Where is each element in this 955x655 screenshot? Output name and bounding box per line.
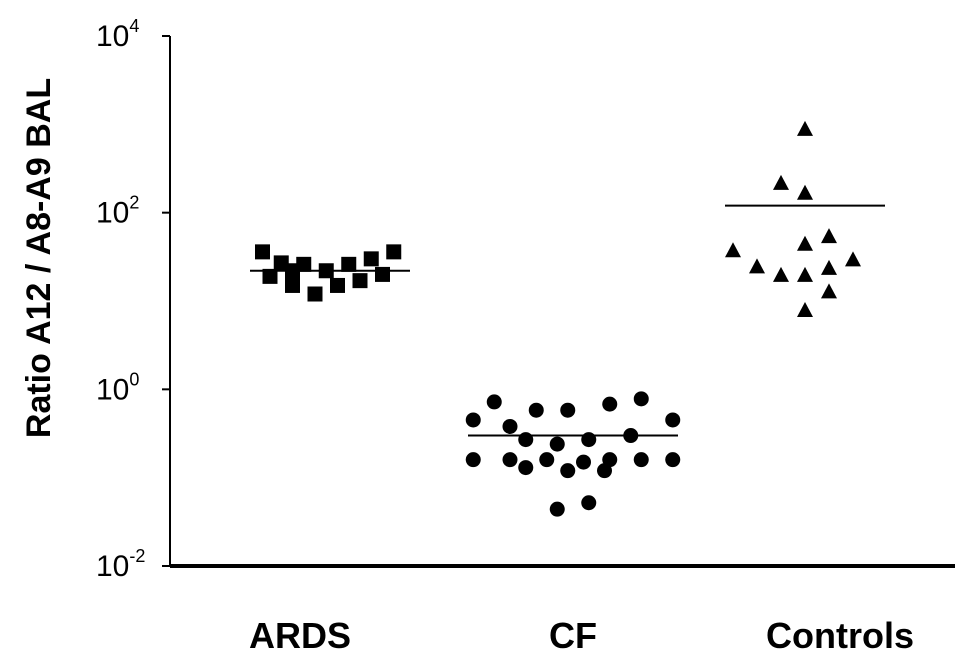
y-tick-label: 104 <box>96 16 139 53</box>
category-label-controls: Controls <box>766 615 914 655</box>
triangle-marker <box>797 302 813 318</box>
triangle-marker <box>821 259 837 275</box>
square-marker <box>285 263 300 279</box>
triangle-marker <box>797 266 813 282</box>
y-tick-label: 100 <box>96 369 139 406</box>
circle-marker <box>549 436 565 452</box>
circle-marker <box>665 452 681 468</box>
circle-marker <box>528 402 544 418</box>
triangle-marker <box>845 251 861 267</box>
square-marker <box>363 251 379 267</box>
circle-marker <box>633 391 649 407</box>
circle-marker <box>581 432 597 448</box>
triangle-marker <box>773 174 789 190</box>
triangle-marker <box>797 184 813 200</box>
y-ticks: 104 102 100 10-2 <box>96 16 170 583</box>
circle-marker <box>597 463 612 479</box>
median-lines <box>250 204 885 437</box>
triangle-marker <box>821 283 837 299</box>
square-marker <box>330 277 345 293</box>
circle-marker <box>665 412 681 428</box>
triangle-marker <box>773 266 789 282</box>
triangle-marker <box>797 120 813 136</box>
circle-marker <box>560 402 576 418</box>
y-axis-label: Ratio A12 / A8-A9 BAL <box>20 78 58 438</box>
circle-marker <box>502 418 518 434</box>
category-label-ards: ARDS <box>249 615 351 655</box>
circle-marker <box>560 463 576 479</box>
circle-marker <box>581 495 597 511</box>
circle-marker <box>576 454 591 470</box>
y-tick-label: 102 <box>96 193 139 230</box>
triangle-marker <box>821 228 837 244</box>
square-marker <box>352 273 368 289</box>
circle-marker <box>623 428 639 444</box>
square-marker <box>285 277 300 293</box>
square-marker <box>341 256 357 272</box>
square-marker <box>386 244 402 260</box>
circle-marker <box>602 396 618 412</box>
square-marker <box>307 286 323 302</box>
triangle-marker <box>797 235 813 251</box>
circle-marker <box>518 460 534 476</box>
square-marker <box>318 263 334 279</box>
circle-marker <box>633 452 649 468</box>
triangle-marker <box>749 258 765 274</box>
square-marker <box>262 268 278 284</box>
data-points <box>255 120 861 517</box>
circle-marker <box>465 412 481 428</box>
square-marker <box>255 244 270 260</box>
circle-marker <box>502 452 518 468</box>
square-marker <box>375 266 390 282</box>
circle-marker <box>518 432 534 448</box>
circle-marker <box>486 394 502 410</box>
y-tick-label: 10-2 <box>96 546 145 583</box>
category-label-cf: CF <box>549 615 597 655</box>
circle-marker <box>539 452 555 468</box>
circle-marker <box>549 501 565 517</box>
triangle-marker <box>725 242 741 258</box>
circle-marker <box>465 452 481 468</box>
